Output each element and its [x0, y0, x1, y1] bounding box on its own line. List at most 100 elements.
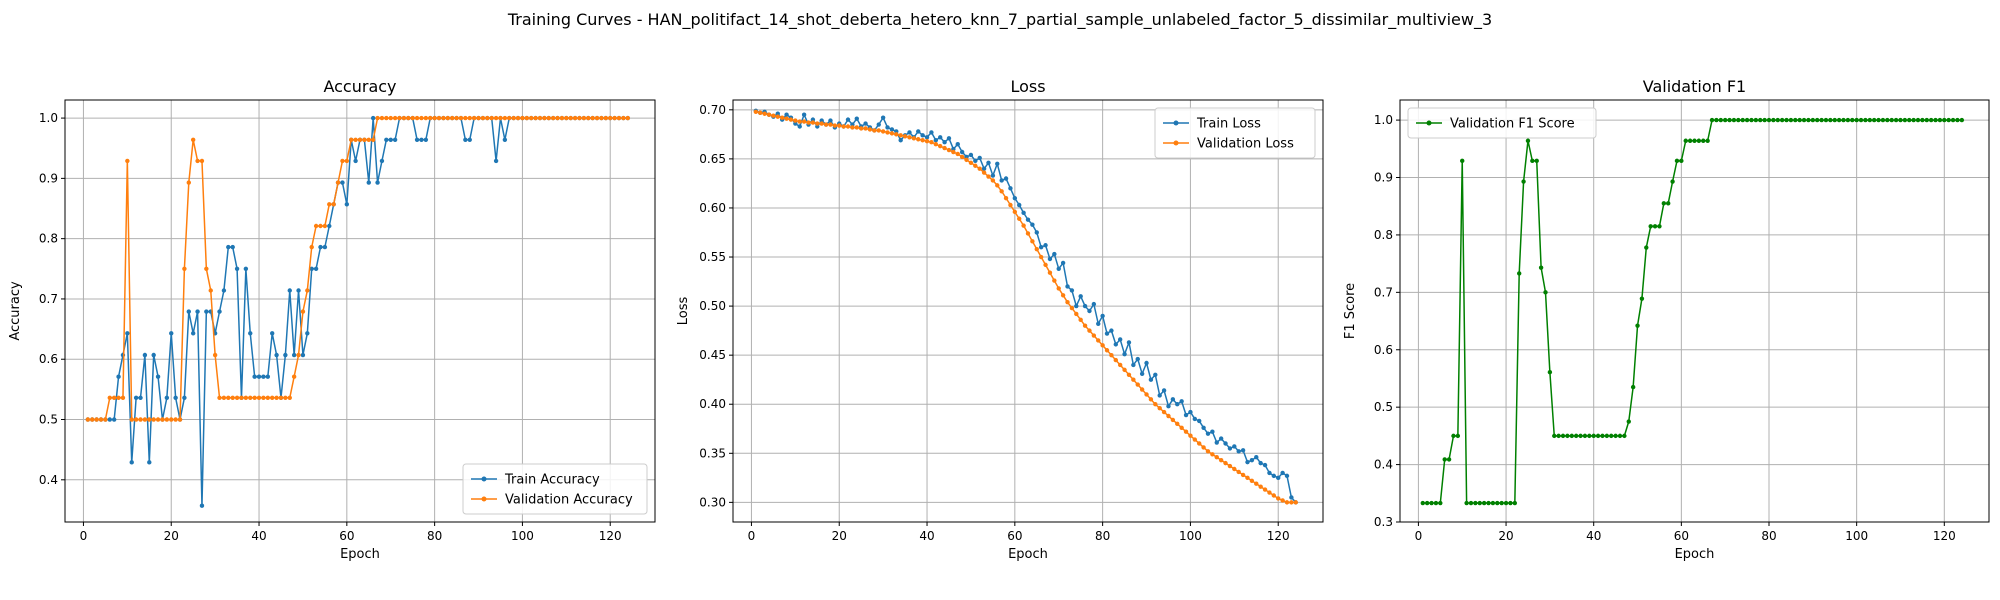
validation-loss-point: [858, 126, 864, 131]
validation-f1-score-point: [1543, 290, 1548, 295]
accuracy-ytick-label: 0.7: [39, 292, 58, 306]
validation-accuracy-point: [388, 115, 393, 121]
train-loss-point: [1236, 449, 1241, 454]
validation-loss-point: [1069, 305, 1075, 311]
train-loss-point: [889, 127, 895, 132]
validation-accuracy-point: [208, 288, 213, 293]
validation-loss-point: [823, 122, 829, 127]
train-loss-point: [973, 158, 978, 164]
validation-accuracy-point: [375, 115, 380, 121]
validation-accuracy-point: [177, 417, 183, 422]
validation-loss-point: [815, 121, 820, 126]
validation-f1-score-point: [1679, 158, 1684, 164]
validation-accuracy-point: [340, 158, 345, 164]
train-accuracy-point: [300, 352, 306, 358]
validation-f1-score-point: [1753, 117, 1759, 123]
train-loss-point: [1214, 440, 1219, 445]
validation-loss-point: [1161, 409, 1167, 415]
validation-accuracy-point: [212, 352, 218, 358]
train-loss-point: [863, 121, 868, 126]
train-loss-point: [1017, 202, 1022, 208]
train-accuracy-point: [379, 158, 385, 164]
validation-loss-point: [1232, 466, 1237, 472]
validation-loss-point: [1003, 195, 1009, 201]
train-loss-point: [1153, 372, 1158, 377]
validation-loss-point: [929, 140, 934, 145]
train-accuracy-point: [230, 244, 235, 250]
validation-f1-score-point: [1569, 433, 1574, 439]
validation-f1-xlabel: Epoch: [1675, 547, 1715, 562]
validation-accuracy-point: [155, 417, 161, 422]
validation-f1-score-point: [1521, 179, 1526, 184]
validation-loss-point: [793, 118, 798, 123]
accuracy-ticks: 0 20 40 60 80 100 120 0.4 0.5 0.6 0.7 0.8 0.9 1.0: [39, 111, 622, 543]
validation-f1-score-point: [1683, 138, 1688, 143]
validation-loss-point: [810, 120, 816, 125]
validation-loss-point: [1030, 239, 1035, 244]
train-loss-point: [986, 160, 991, 166]
validation-accuracy-point: [103, 417, 108, 422]
train-accuracy-point: [296, 288, 301, 293]
validation-f1-score-point: [1920, 117, 1925, 123]
train-loss-point: [1078, 294, 1083, 299]
validation-f1-score-point: [1495, 500, 1500, 506]
legend-entry-train-loss: Train Loss: [1163, 117, 1261, 132]
loss-ytick-label: 0.70: [699, 103, 726, 117]
accuracy-ytick-label: 0.5: [39, 413, 58, 427]
validation-accuracy-point: [370, 137, 376, 142]
validation-f1-score-point: [1604, 433, 1610, 439]
validation-loss-point: [801, 119, 807, 124]
validation-accuracy-point: [142, 417, 148, 422]
accuracy-axes-frame: [64, 99, 656, 523]
validation-loss-point: [1170, 417, 1176, 423]
validation-f1-score-point: [1788, 117, 1794, 123]
train-loss-point: [1227, 446, 1233, 451]
validation-accuracy-point: [313, 223, 319, 229]
validation-loss-point: [1122, 367, 1127, 373]
validation-loss-point: [999, 189, 1004, 194]
validation-loss-point: [1166, 413, 1171, 419]
loss-xtick-label: 60: [1007, 529, 1022, 543]
validation-loss-point: [1227, 463, 1233, 469]
train-loss-point: [907, 130, 912, 135]
validation-loss-point: [1148, 397, 1154, 402]
validation-f1-score-point: [1635, 323, 1640, 328]
loss-ytick-label: 0.60: [699, 201, 726, 215]
train-loss-point: [1104, 331, 1110, 336]
validation-accuracy-point: [195, 158, 200, 164]
validation-f1-score-point: [1701, 138, 1706, 143]
train-loss-point: [1289, 495, 1294, 500]
loss-xtick-label: 100: [1179, 529, 1202, 543]
validation-f1-score-point: [1446, 457, 1452, 462]
accuracy-ytick-label: 0.9: [39, 171, 58, 185]
train-loss-point: [1267, 470, 1272, 476]
validation-f1-score-point: [1587, 433, 1592, 439]
validation-f1-xtick-label: 0: [1415, 529, 1423, 543]
validation-f1-score-point: [1525, 138, 1531, 143]
validation-f1-grid: [1400, 100, 1989, 523]
validation-loss-point: [771, 113, 776, 118]
train-accuracy-point: [142, 352, 148, 358]
validation-loss-point: [1012, 209, 1018, 215]
validation-loss-point: [753, 109, 759, 114]
validation-f1-ytick-label: 1.0: [1374, 113, 1393, 127]
train-loss-point: [977, 155, 982, 161]
validation-accuracy-point: [217, 395, 222, 401]
validation-accuracy-point: [533, 115, 538, 121]
loss-ytick-label: 0.40: [699, 397, 726, 411]
loss-ytick-label: 0.35: [699, 446, 726, 460]
validation-loss-point: [872, 128, 877, 133]
validation-f1-ytick-label: 0.3: [1374, 515, 1393, 529]
train-accuracy-point: [309, 266, 314, 271]
validation-f1-score-point: [1420, 500, 1425, 506]
validation-loss-point: [942, 145, 947, 151]
validation-f1-score-point: [1499, 500, 1504, 506]
validation-f1-xtick-label: 20: [1498, 529, 1513, 543]
figure-suptitle: Training Curves - HAN_politifact_14_shot…: [507, 10, 1492, 30]
validation-f1-score-point: [1582, 433, 1588, 439]
loss-ytick-label: 0.30: [699, 495, 726, 509]
validation-loss-point: [990, 178, 996, 183]
validation-accuracy-point: [357, 137, 363, 142]
validation-loss-point: [1258, 484, 1263, 489]
train-accuracy-point: [274, 352, 279, 358]
